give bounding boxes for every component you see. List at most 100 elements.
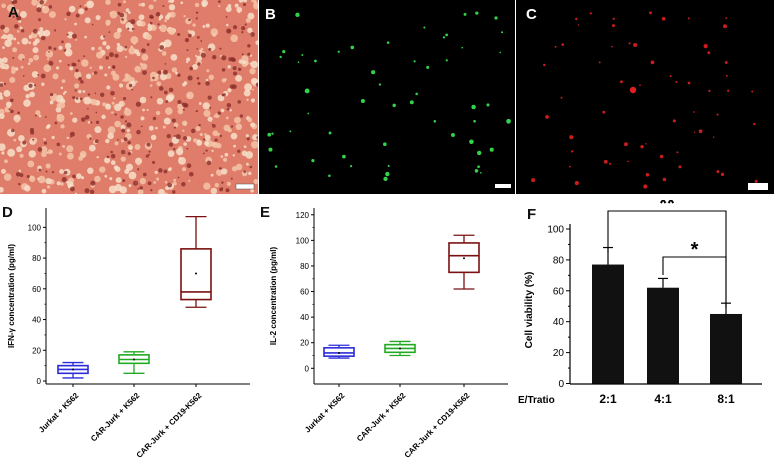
cell-dot — [0, 113, 5, 120]
cell-dot — [32, 138, 35, 141]
cell-dot — [159, 73, 167, 81]
cell-dot — [52, 73, 59, 80]
cell-dot — [268, 147, 273, 152]
cell-dot — [79, 5, 82, 8]
cell-dot — [14, 67, 19, 71]
cell-dot — [116, 42, 121, 47]
significance-bracket — [662, 256, 727, 308]
cell-dot — [9, 98, 14, 103]
cell-dot — [31, 70, 39, 78]
cell-dot — [0, 92, 3, 97]
cell-dot — [78, 8, 85, 15]
cell-dot — [545, 115, 549, 119]
cell-dot — [0, 143, 6, 151]
cell-dot — [314, 59, 317, 63]
cell-dot — [37, 73, 40, 76]
cell-dot — [32, 28, 38, 34]
cell-dot — [301, 54, 304, 56]
cell-dot — [122, 0, 126, 4]
cell-dot — [84, 7, 88, 11]
cell-dot — [87, 121, 91, 124]
cell-dot — [74, 89, 77, 92]
cell-dot — [249, 68, 256, 75]
cell-dot — [76, 173, 82, 179]
cell-dot — [164, 90, 168, 95]
cell-dot — [203, 182, 211, 190]
cell-dot — [81, 117, 86, 122]
cell-dot — [554, 45, 557, 48]
cell-dot — [138, 14, 145, 21]
cell-dot — [102, 102, 107, 107]
cell-dot — [95, 111, 98, 114]
cell-dot — [41, 188, 47, 194]
cell-dot — [153, 181, 157, 184]
cell-dot — [4, 39, 12, 48]
panel-letter-c: C — [526, 6, 537, 23]
cell-dot — [72, 174, 76, 179]
cell-dot — [188, 171, 194, 177]
cell-dot — [84, 115, 90, 120]
cell-dot — [96, 51, 103, 59]
cell-dot — [126, 122, 132, 128]
cell-dot — [163, 169, 168, 174]
cell-dot — [236, 6, 243, 13]
cell-dot — [246, 162, 249, 166]
cell-dot — [678, 165, 682, 169]
cell-dot — [231, 58, 236, 62]
cell-dot — [15, 118, 19, 123]
cell-dot — [39, 0, 44, 5]
cell-dot — [120, 149, 126, 155]
cell-dot — [177, 32, 181, 37]
cell-dot — [40, 35, 46, 41]
cell-dot — [328, 174, 331, 178]
cell-dot — [109, 177, 113, 181]
cell-dot — [137, 187, 140, 190]
cell-dot — [56, 103, 62, 109]
cell-dot — [85, 73, 92, 80]
cell-dot — [120, 138, 125, 143]
cell-dot — [109, 11, 113, 15]
cell-dot — [350, 165, 353, 168]
cell-dot — [183, 14, 186, 18]
cell-dot — [149, 21, 153, 25]
cell-dot — [140, 116, 145, 121]
bar — [710, 313, 742, 384]
cell-dot — [725, 74, 728, 77]
cell-dot — [198, 102, 202, 105]
cell-dot — [212, 124, 216, 128]
cell-dot — [229, 109, 232, 112]
box — [180, 248, 212, 301]
cell-dot — [158, 26, 161, 29]
cell-dot — [225, 188, 230, 193]
cell-dot — [151, 24, 155, 28]
cell-dot — [182, 108, 185, 111]
cell-dot — [219, 47, 222, 50]
cell-dot — [184, 38, 190, 43]
cell-dot — [79, 150, 87, 158]
cell-dot — [130, 19, 136, 25]
y-tick-label: 20 — [553, 348, 565, 359]
cell-dot — [168, 87, 174, 93]
cell-dot — [158, 18, 162, 21]
cell-dot — [108, 185, 117, 194]
cell-dot — [337, 50, 340, 53]
y-tick-label: 100 — [547, 225, 564, 236]
cell-dot — [230, 177, 233, 180]
cell-dot — [41, 82, 45, 86]
cell-dot — [116, 45, 124, 53]
cell-dot — [75, 13, 80, 18]
cell-dot — [442, 36, 446, 39]
cell-dot — [241, 53, 244, 56]
cell-dot — [426, 65, 430, 69]
cell-dot — [148, 153, 151, 156]
cell-dot — [245, 17, 251, 23]
cell-dot — [137, 189, 144, 194]
cell-dot — [222, 93, 226, 97]
cell-dot — [19, 173, 24, 178]
cell-dot — [247, 52, 251, 56]
cell-dot — [10, 109, 14, 114]
scale-bar — [235, 183, 255, 190]
cell-dot — [75, 38, 78, 41]
cell-dot — [38, 114, 42, 118]
cell-dot — [122, 102, 126, 106]
